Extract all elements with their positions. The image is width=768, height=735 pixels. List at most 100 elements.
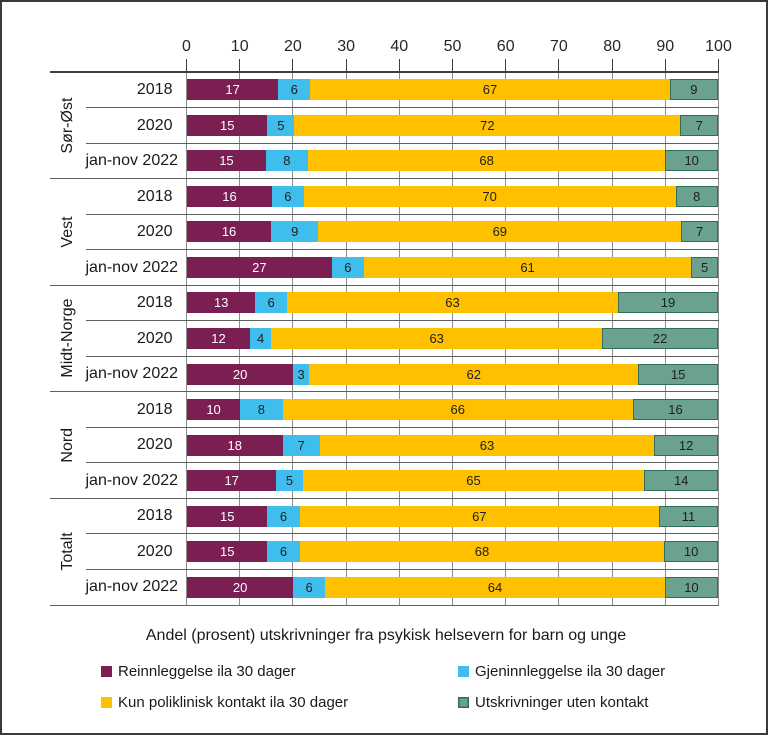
row-label: jan-nov 2022 <box>85 152 179 170</box>
bar-segment-value: 16 <box>668 402 683 418</box>
row-boundary-9 <box>50 391 719 393</box>
row-label: 2018 <box>136 507 173 525</box>
bar-segment-value: 61 <box>520 259 535 275</box>
group-label-totalt: Totalt <box>58 532 76 571</box>
bar-segment: 6 <box>278 79 311 101</box>
bar-segment-value: 12 <box>678 437 694 453</box>
bar-segment-value: 10 <box>206 402 221 418</box>
group-label-midt-norge: Midt-Norge <box>58 298 76 379</box>
bar-segment-value: 70 <box>482 188 497 204</box>
bar-segment: 10 <box>665 150 718 172</box>
bar-segment: 12 <box>187 328 251 349</box>
legend-label: Utskrivninger uten kontakt <box>475 693 649 711</box>
bar-segment: 27 <box>187 256 332 278</box>
bar-segment-value: 20 <box>232 579 248 595</box>
bar-segment: 20 <box>187 576 294 598</box>
bar-row: 17 6 67 9 <box>187 79 718 101</box>
row-label: 2020 <box>136 436 173 454</box>
bar-segment: 6 <box>267 541 300 563</box>
row-label: 2020 <box>136 116 173 134</box>
bar-segment: 15 <box>187 505 268 527</box>
bar-segment: 5 <box>267 114 295 136</box>
row-label: 2020 <box>136 542 173 560</box>
bar-segment-value: 18 <box>227 437 243 453</box>
axis-tick-label-30: 30 <box>337 38 355 55</box>
bar-row: 17 5 65 14 <box>187 470 718 492</box>
axis-tick-0 <box>186 59 187 71</box>
bar-row: 10 8 66 16 <box>187 399 718 421</box>
bar-segment-value: 7 <box>695 224 704 240</box>
bar-segment: 16 <box>187 185 272 207</box>
bar-segment-value: 27 <box>252 259 267 275</box>
bar-row: 27 6 61 5 <box>187 256 718 278</box>
bar-row: 16 9 69 7 <box>187 221 718 243</box>
bar-segment-value: 11 <box>681 508 696 524</box>
bar-row: 20 3 62 15 <box>187 363 718 385</box>
bar-segment-value: 13 <box>213 295 229 311</box>
bar-segment-value: 5 <box>277 117 285 133</box>
bar-segment-value: 17 <box>224 473 239 489</box>
row-boundary-6 <box>50 284 719 286</box>
legend-swatch-gjeninnleggelse <box>458 665 469 677</box>
bar-segment-value: 8 <box>693 188 701 204</box>
bar-segment-value: 15 <box>219 544 235 560</box>
axis-tick-40 <box>398 59 400 71</box>
bar-segment-value: 67 <box>482 82 498 98</box>
row-boundary-4 <box>85 213 719 215</box>
axis-tick-50 <box>452 59 453 71</box>
bar-segment: 20 <box>187 363 294 385</box>
bar-segment-value: 6 <box>284 188 292 204</box>
bar-segment-value: 63 <box>429 331 444 346</box>
bar-segment-value: 4 <box>256 331 265 346</box>
axis-line-top <box>50 70 719 73</box>
bar-segment: 16 <box>187 221 272 243</box>
gridline-x-100 <box>718 72 719 605</box>
axis-tick-label-90: 90 <box>656 38 675 55</box>
bar-segment: 14 <box>644 470 718 492</box>
bar-segment: 17 <box>187 470 277 492</box>
bar-segment-value: 15 <box>219 508 235 524</box>
bar-row: 15 6 67 11 <box>187 505 718 527</box>
axis-tick-20 <box>292 59 294 71</box>
bar-segment-value: 19 <box>660 295 676 311</box>
bar-segment: 17 <box>187 79 279 101</box>
bar-segment-value: 63 <box>479 437 495 453</box>
bar-segment-value: 16 <box>222 188 237 204</box>
bar-segment: 6 <box>267 505 300 527</box>
bar-row: 16 6 70 8 <box>187 185 718 207</box>
bar-row: 13 6 63 19 <box>187 292 718 314</box>
axis-tick-label-60: 60 <box>496 38 515 55</box>
bar-segment: 7 <box>680 114 718 136</box>
bar-row: 12 4 63 22 <box>187 328 718 349</box>
bar-segment: 9 <box>669 79 718 101</box>
bar-row: 20 6 64 10 <box>187 576 718 598</box>
bar-segment: 12 <box>654 434 718 456</box>
row-boundary-10 <box>85 426 719 428</box>
row-label: 2018 <box>136 294 173 312</box>
bar-segment-value: 69 <box>492 224 508 240</box>
bar-segment-value: 6 <box>267 295 275 311</box>
bar-segment-value: 3 <box>297 366 305 382</box>
legend-label: Reinnleggelse ila 30 dager <box>118 662 296 680</box>
group-label-nord: Nord <box>58 427 76 463</box>
bar-segment: 7 <box>282 434 320 456</box>
bar-row: 15 6 68 10 <box>187 541 718 563</box>
row-label: 2018 <box>136 400 173 418</box>
bar-segment: 63 <box>271 328 603 349</box>
bar-segment-value: 10 <box>683 544 699 560</box>
axis-tick-30 <box>345 59 347 71</box>
bar-segment-value: 10 <box>684 579 699 595</box>
bar-segment: 7 <box>681 221 718 243</box>
bar-segment-value: 63 <box>445 295 460 311</box>
bar-segment: 68 <box>307 150 666 172</box>
bar-segment-value: 67 <box>472 508 487 524</box>
bar-segment: 72 <box>294 114 681 136</box>
bar-segment-value: 5 <box>700 259 709 275</box>
row-label: jan-nov 2022 <box>85 365 179 383</box>
axis-tick-label-100: 100 <box>705 38 732 55</box>
row-label: jan-nov 2022 <box>85 471 179 489</box>
group-label-vest: Vest <box>58 216 76 248</box>
bar-segment-value: 5 <box>285 473 294 489</box>
axis-tick-label-40: 40 <box>390 38 409 55</box>
bar-segment: 6 <box>271 185 304 207</box>
